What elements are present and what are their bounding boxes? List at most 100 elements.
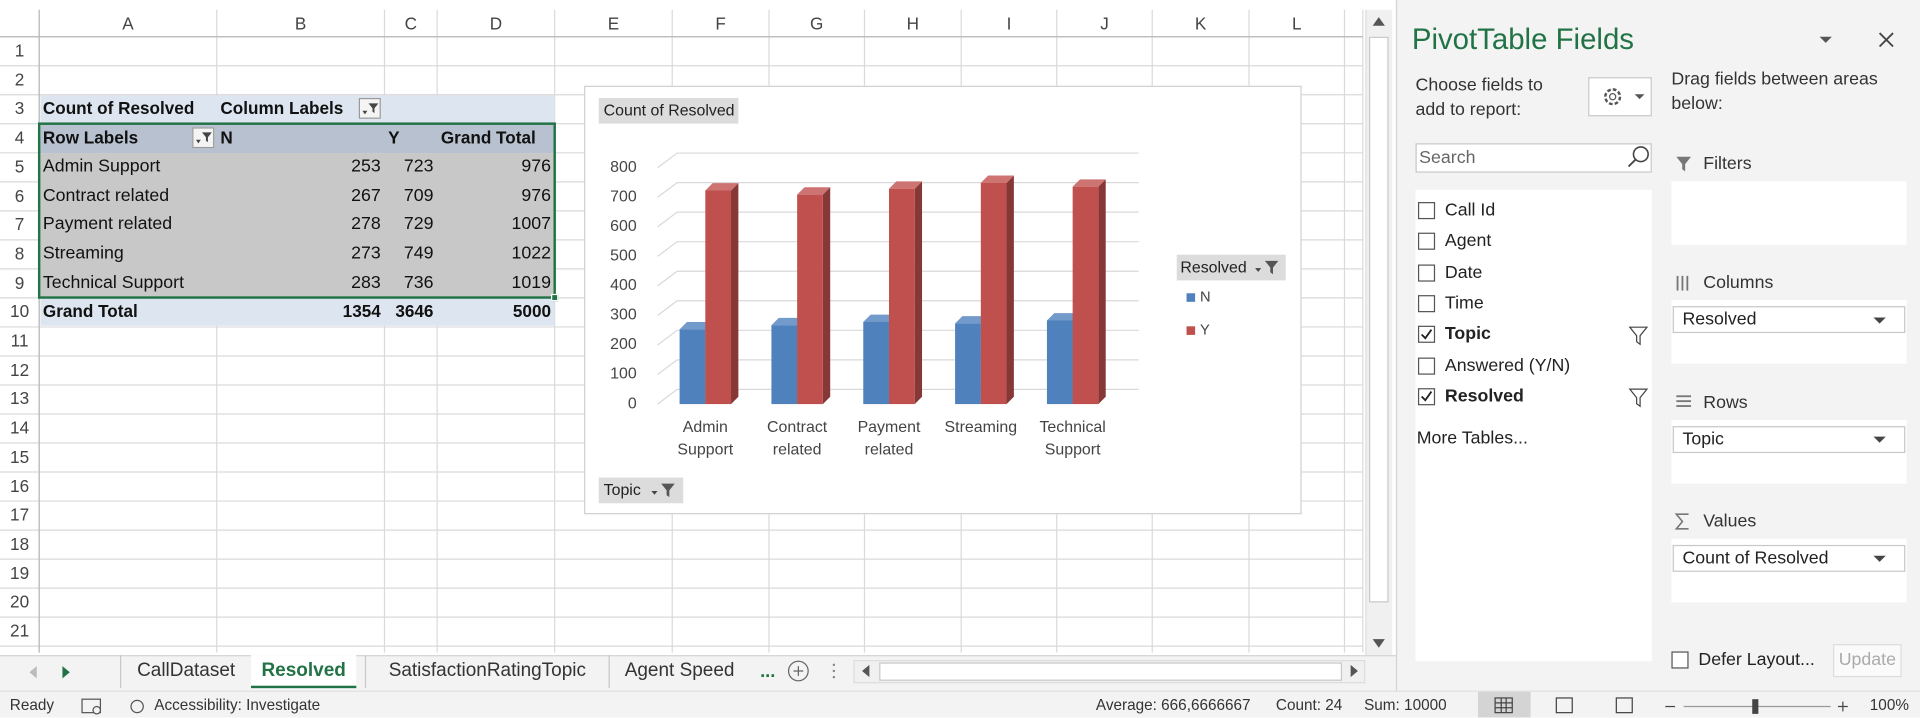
sheet-tab[interactable]: Resolved [251,655,357,689]
row-number: 14 [10,417,30,438]
pivot-cell: 278 [351,214,381,235]
row-number: 12 [10,359,30,380]
field-checkbox[interactable] [1417,263,1436,282]
pivot-cell: 729 [403,214,434,235]
bar [980,182,1007,405]
bar-side [1098,179,1106,405]
status-count: Count: 24 [1275,696,1343,714]
column-header: F [715,13,726,34]
pivot-cell: Column Labels [220,98,344,119]
pivot-cell: 273 [351,243,381,264]
legend-swatch [1186,326,1196,335]
field-name[interactable]: Answered (Y/N) [1444,355,1571,376]
column-header: J [1100,13,1109,34]
pivot-cell: Row Labels [42,127,139,148]
area-item[interactable]: Count of Resolved [1672,544,1906,572]
pivot-cell: 283 [351,272,381,293]
field-checkbox[interactable] [1417,387,1436,406]
pivot-cell: 723 [403,156,434,177]
bar [1072,186,1099,405]
y-tick-label: 500 [610,248,637,265]
pivot-fill [39,298,555,327]
column-header: L [1291,13,1302,34]
field-checkbox[interactable] [1417,356,1436,375]
status-ready: Ready [9,696,55,714]
row-number: 13 [10,388,30,409]
pivot-cell: Y [388,127,400,148]
status-bar [0,690,1920,718]
status-sum: Sum: 10000 [1364,696,1447,714]
area-item[interactable]: Topic [1672,425,1906,453]
y-tick-label: 100 [610,366,637,383]
pivot-cell: Payment related [42,214,173,235]
x-tick-label: Technical Support [1039,417,1106,458]
y-tick-label: 200 [610,336,637,353]
bar-top [863,314,897,322]
update-button[interactable]: Update [1833,644,1902,678]
pivot-cell: 736 [403,272,434,293]
row-number: 9 [14,272,25,293]
bar-top [980,175,1014,183]
pivot-fill [39,95,555,124]
bar-top [888,181,923,189]
area-item[interactable]: Resolved [1672,306,1906,334]
row-number: 21 [10,620,30,641]
x-tick-label: Streaming [944,417,1018,436]
legend-title: Resolved [1180,259,1246,276]
normal-view[interactable] [1477,691,1531,718]
pivot-cell: Count of Resolved [42,98,195,119]
search-box[interactable]: Search [1415,143,1652,173]
field-name[interactable]: Date [1444,262,1483,283]
axis-field-label: Topic [604,482,641,499]
field-checkbox[interactable] [1417,202,1436,220]
pivot-cell: 1022 [511,243,552,264]
field-name[interactable]: Agent [1444,231,1492,252]
pivot-cell: Streaming [42,243,124,264]
more-tables[interactable]: More Tables... [1416,428,1528,449]
row-number: 5 [14,156,25,177]
sheet-tab[interactable]: Agent Speed [608,655,750,689]
row-number: 3 [14,98,25,119]
bar [863,321,889,405]
sheet-tab[interactable]: CallDataset [120,655,251,689]
scroll-thumb[interactable] [1368,36,1389,603]
x-tick-label: Contract related [767,417,828,458]
filter-button[interactable] [192,127,215,149]
sheet-tab[interactable]: SatisfactionRatingTopic [364,655,609,689]
bar [705,190,732,405]
field-checkbox[interactable] [1417,325,1436,344]
filter-button[interactable] [358,98,381,120]
row-number: 17 [10,504,30,525]
more-tabs[interactable]: ... [760,661,776,683]
field-list [1415,189,1652,662]
chart-title: Count of Resolved [604,103,735,120]
field-checkbox[interactable] [1417,233,1436,251]
column-header: G [810,13,824,34]
pivot-cell: 1007 [511,214,552,235]
column-header: B [294,13,307,34]
defer-checkbox[interactable] [1671,651,1689,669]
bar-top [797,187,831,195]
pivot-cell: Grand Total [42,301,138,322]
field-name[interactable]: Time [1444,293,1484,314]
legend-swatch [1186,293,1196,302]
field-name[interactable]: Resolved [1444,386,1524,407]
bar [771,325,798,405]
field-name[interactable]: Topic [1444,324,1491,345]
field-checkbox[interactable] [1417,294,1436,313]
column-header: I [1006,13,1012,34]
y-tick-label: 300 [610,307,637,324]
h-scroll-thumb[interactable] [879,662,1343,681]
pivot-fill [39,123,555,153]
y-tick-label: 600 [610,218,637,235]
settings-button[interactable] [1588,77,1652,117]
row-number: 20 [10,591,30,612]
column-header: H [906,13,920,34]
chart-area [584,85,1302,515]
bar-top [679,321,713,330]
bar-top [1072,179,1106,187]
field-name[interactable]: Call Id [1444,200,1496,221]
row-number: 10 [10,301,30,322]
bar [955,323,981,405]
status-zoom: 100% [1869,696,1909,714]
